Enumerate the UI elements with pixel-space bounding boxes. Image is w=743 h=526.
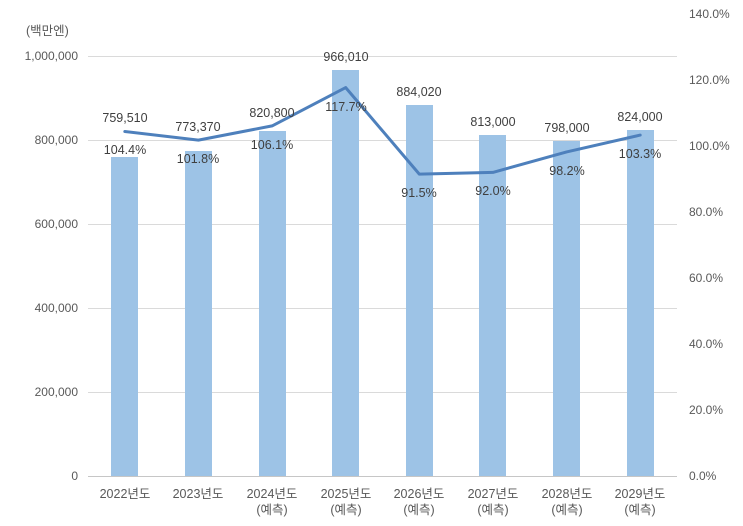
line-value-label: 91.5% [401,186,437,200]
x-axis-forecast-text: (예측) [330,503,362,517]
right-axis-tick-label: 120.0% [689,73,730,87]
line-value-label: 104.4% [103,143,147,157]
line-value-label: 117.7% [325,100,367,114]
bar [406,105,433,476]
right-axis-tick-label: 60.0% [689,271,724,285]
gridline [88,308,677,309]
left-axis-tick-label: 400,000 [34,301,78,315]
x-axis-forecast-text: (예측) [403,503,435,517]
left-axis-tick-label: 800,000 [34,133,78,147]
line-value-label: 106.1% [250,138,294,152]
line-value-label: 92.0% [475,184,511,198]
left-axis-tick-label: 0 [71,469,78,483]
bar-value-label: 820,800 [249,106,295,120]
gridline [88,140,677,141]
left-axis-tick-label: 600,000 [34,217,78,231]
x-axis-forecast-text: (예측) [256,503,288,517]
gridline [88,56,677,57]
x-axis-baseline [88,476,677,477]
x-axis-year-text: 2027년도 [467,487,519,501]
right-axis-tick-label: 0.0% [689,469,717,483]
bar-value-label: 759,510 [102,111,148,125]
bar-value-label: 966,010 [323,50,369,64]
line-value-label: 98.2% [549,164,585,178]
x-axis-category-label: 2024년도 (예측) [235,486,309,518]
x-axis-forecast-text: (예측) [624,503,656,517]
bar-value-label: 824,000 [617,110,663,124]
x-axis-year-text: 2025년도 [320,487,372,501]
x-axis-year-text: 2028년도 [541,487,593,501]
right-axis-tick-label: 100.0% [689,139,730,153]
right-axis-tick-label: 20.0% [689,403,724,417]
x-axis-year-text: 2023년도 [172,487,224,501]
x-axis-category-label: 2026년도 (예측) [382,486,456,518]
x-axis-year-text: 2022년도 [99,487,151,501]
right-axis-tick-label: 140.0% [689,7,730,21]
gridline [88,224,677,225]
bar [111,157,138,476]
gridline [88,392,677,393]
bar-value-label: 884,020 [396,85,442,99]
x-axis-category-label: 2028년도 (예측) [530,486,604,518]
x-axis-forecast-text: (예측) [477,503,509,517]
x-axis-year-text: 2024년도 [246,487,298,501]
bar-value-label: 798,000 [544,121,590,135]
bar [553,141,580,476]
bar [259,131,286,476]
x-axis-year-text: 2029년도 [614,487,666,501]
x-axis-category-label: 2022년도 [88,486,162,502]
bar [185,151,212,476]
left-axis-tick-label: 200,000 [34,385,78,399]
bar [627,130,654,476]
line-value-label: 101.8% [176,152,220,166]
right-axis-tick-label: 80.0% [689,205,724,219]
x-axis-category-label: 2027년도 (예측) [456,486,530,518]
bar-value-label: 773,370 [175,120,221,134]
x-axis-year-text: 2026년도 [393,487,445,501]
left-axis-unit-label: (백만엔) [26,24,69,38]
bar [479,135,506,476]
line-value-label: 103.3% [618,147,662,161]
right-axis-tick-label: 40.0% [689,337,724,351]
x-axis-forecast-text: (예측) [551,503,583,517]
x-axis-category-label: 2029년도 (예측) [603,486,677,518]
bar [332,70,359,476]
bar-value-label: 813,000 [470,115,516,129]
x-axis-category-label: 2023년도 [161,486,235,502]
left-axis-tick-label: 1,000,000 [24,49,78,63]
x-axis-category-label: 2025년도 (예측) [309,486,383,518]
